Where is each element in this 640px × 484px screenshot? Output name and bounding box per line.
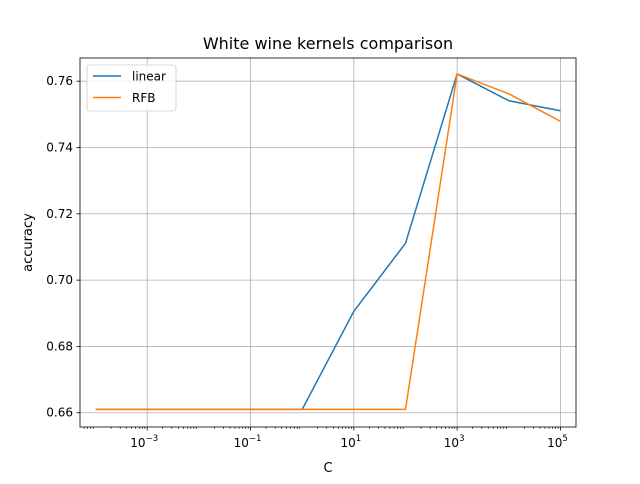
y-tick-label: 0.70 [46, 273, 73, 287]
axis-ticks: 10−3 10−1 101 103 105 0.66 0.68 0.70 0.72 0.74 0.7… [46, 74, 568, 450]
data-point-linear [559, 110, 561, 112]
legend-label-rfb: RFB [132, 91, 155, 105]
plot-frame [79, 57, 577, 428]
grid [80, 58, 576, 427]
data-point-rfb [146, 408, 148, 410]
series-group [95, 73, 561, 411]
legend-label-linear: linear [132, 70, 166, 84]
y-tick-label: 0.72 [46, 207, 73, 221]
series-line-rfb [95, 73, 561, 411]
data-point-rfb [508, 93, 510, 95]
data-point-rfb [95, 408, 97, 410]
y-tick-label: 0.66 [46, 406, 73, 420]
data-point-rfb [301, 408, 303, 410]
data-point-rfb [250, 408, 252, 410]
data-point-rfb [404, 408, 406, 410]
x-tick-label: 10−3 [130, 434, 158, 450]
chart-title: White wine kernels comparison [203, 34, 453, 53]
data-point-rfb [198, 408, 200, 410]
x-tick-label: 105 [547, 434, 568, 450]
x-tick-label: 101 [340, 434, 361, 450]
data-point-linear [508, 100, 510, 102]
data-point-rfb [353, 408, 355, 410]
x-axis-label: C [323, 461, 332, 476]
legend: linear RFB [86, 64, 177, 112]
data-point-linear [404, 242, 406, 244]
data-point-rfb [559, 120, 561, 122]
data-point-linear [353, 310, 355, 312]
y-tick-label: 0.76 [46, 74, 73, 88]
x-tick-label: 103 [444, 434, 465, 450]
y-tick-label: 0.74 [46, 141, 73, 155]
x-tick-label: 10−1 [234, 434, 262, 450]
y-axis-label: accuracy [21, 213, 36, 272]
y-tick-label: 0.68 [46, 339, 73, 353]
data-point-rfb [456, 73, 458, 75]
